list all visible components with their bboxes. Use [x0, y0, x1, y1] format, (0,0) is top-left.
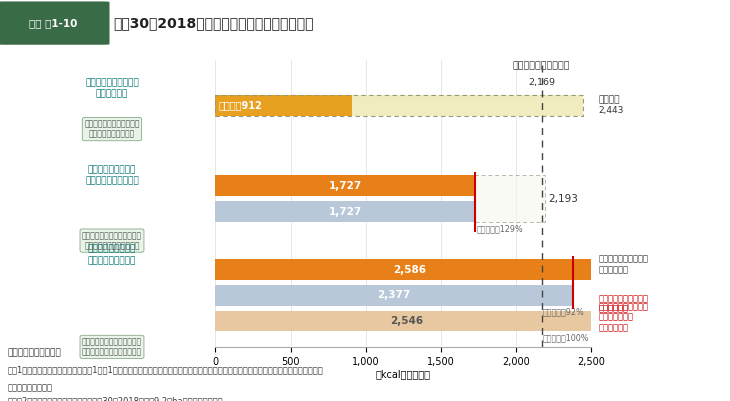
Bar: [215, 285, 573, 306]
Text: 2）再生利用可能な荒廃農地（平成30（2018）年：9.2万ha）の活用を含む。: 2）再生利用可能な荒廃農地（平成30（2018）年：9.2万ha）の活用を含む。: [7, 397, 223, 401]
Text: 労働充足率100%: 労働充足率100%: [542, 333, 589, 342]
Text: 資料：農林水産省作成: 資料：農林水産省作成: [7, 348, 61, 357]
Text: 労働充足率を反映した
供給可能熱量: 労働充足率を反映した 供給可能熱量: [599, 294, 648, 314]
Text: 国内生産のみによる: 国内生産のみによる: [88, 165, 137, 174]
FancyBboxPatch shape: [0, 2, 110, 45]
Text: 労働充足率129%: 労働充足率129%: [476, 225, 523, 233]
Text: 注：1）推定エネルギー必要量とは、1人・1日当たりの「そのときの体重を保つ（増加も減少もしない）ために適当なエネルギー」の推定: 注：1）推定エネルギー必要量とは、1人・1日当たりの「そのときの体重を保つ（増加…: [7, 366, 323, 375]
Text: 国内生産のみによる: 国内生産のみによる: [88, 245, 137, 253]
Text: 国産品も輸入品も、色々な
食品が食べられるよ！: 国産品も輸入品も、色々な 食品が食べられるよ！: [84, 119, 139, 139]
Text: 2,169: 2,169: [528, 78, 555, 87]
Text: いも類中心の作付け: いも類中心の作付け: [88, 256, 137, 265]
Bar: [475, 176, 545, 222]
Bar: [215, 259, 604, 280]
Text: 農地と労働力をともに
最大限活用した
供給可能熱量: 農地と労働力をともに 最大限活用した 供給可能熱量: [599, 302, 648, 332]
Text: 2,193: 2,193: [548, 194, 577, 204]
Text: 2,586: 2,586: [393, 265, 426, 275]
Text: 値をいう。: 値をいう。: [7, 384, 53, 393]
Text: 1,727: 1,727: [328, 181, 362, 191]
Bar: [215, 201, 475, 222]
Text: 供給熱量
2,443: 供給熱量 2,443: [599, 95, 624, 115]
Bar: [353, 95, 583, 115]
Text: 2,546: 2,546: [391, 316, 423, 326]
Text: 労働充足率92%: 労働充足率92%: [542, 308, 585, 316]
Text: 図表 特1-10: 図表 特1-10: [29, 18, 77, 28]
Text: 農地を最大限活用した
供給可能熱量: 農地を最大限活用した 供給可能熱量: [599, 255, 648, 274]
Text: 国産熱量912: 国産熱量912: [218, 100, 262, 110]
Text: 2,377: 2,377: [377, 290, 411, 300]
Text: 1,727: 1,727: [328, 207, 362, 217]
Text: 国内生産＋輸入による: 国内生産＋輸入による: [85, 78, 139, 87]
X-axis label: （kcal／人・日）: （kcal／人・日）: [376, 369, 431, 379]
Text: 現在の食生活: 現在の食生活: [96, 90, 128, 99]
Bar: [215, 95, 353, 115]
Bar: [215, 176, 475, 196]
Text: 米・小麦中心の作付け: 米・小麦中心の作付け: [85, 177, 139, 186]
Bar: [215, 311, 598, 331]
Text: お腹はいっぱいになるけど、
いもばかりは厳しいな・・・: お腹はいっぱいになるけど、 いもばかりは厳しいな・・・: [82, 337, 142, 356]
Bar: [215, 95, 583, 115]
Text: 平成30（2018）年度における食料自給力指標: 平成30（2018）年度における食料自給力指標: [113, 16, 314, 30]
Text: ご飯やパンが食べられても、
これじゃ足りないや・・・: ご飯やパンが食べられても、 これじゃ足りないや・・・: [82, 231, 142, 250]
Text: 推定エネルギー必要量: 推定エネルギー必要量: [512, 61, 570, 71]
